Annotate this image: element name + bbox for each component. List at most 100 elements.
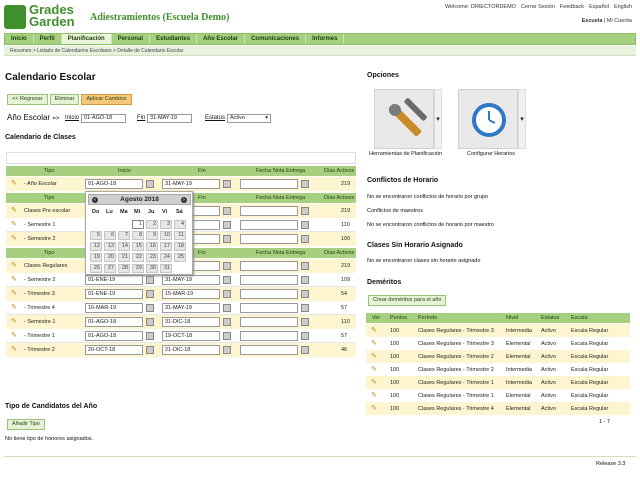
calendar-icon[interactable] [146, 332, 154, 340]
calendar-day[interactable]: 8 [132, 231, 144, 240]
back-button[interactable]: << Regresar [7, 94, 48, 105]
calendar-icon[interactable] [223, 180, 231, 188]
calendar-icon[interactable] [223, 262, 231, 270]
calendar-icon[interactable] [223, 304, 231, 312]
start-date-input[interactable]: 01-ENE-19 [85, 275, 143, 285]
calendar-day[interactable]: 7 [118, 231, 130, 240]
start-date-input[interactable]: 01-AGO-18 [85, 331, 143, 341]
edit-pencil-icon[interactable]: ✎ [11, 180, 17, 187]
calendar-day[interactable]: 30 [146, 264, 158, 273]
grade-due-date-input[interactable] [240, 331, 298, 341]
calendar-icon[interactable] [301, 332, 309, 340]
calendar-icon[interactable] [146, 276, 154, 284]
grade-due-date-input[interactable] [240, 220, 298, 230]
create-demerits-button[interactable]: Crear deméritos para el año [368, 295, 447, 306]
calendar-icon[interactable] [146, 304, 154, 312]
calendar-icon[interactable] [301, 262, 309, 270]
apply-button[interactable]: Aplicar Cambios [81, 94, 132, 105]
edit-pencil-icon[interactable]: ✎ [11, 262, 17, 269]
edit-pencil-icon[interactable]: ✎ [11, 304, 17, 311]
calendar-icon[interactable] [223, 346, 231, 354]
nav-inicio[interactable]: Inicio [5, 34, 34, 44]
end-date-input[interactable]: 31-MAY-19 [162, 275, 220, 285]
calendar-icon[interactable] [223, 276, 231, 284]
edit-pencil-icon[interactable]: ✎ [11, 318, 17, 325]
next-month-icon[interactable]: › [181, 197, 187, 203]
planning-tools-tile[interactable] [374, 89, 434, 149]
calendar-day[interactable]: 27 [104, 264, 116, 273]
start-date-field[interactable]: 01-AGO-18 [81, 114, 126, 123]
edit-pencil-icon[interactable]: ✎ [11, 276, 17, 283]
nav-comunicaciones[interactable]: Comunicaciones [245, 34, 307, 44]
calendar-day[interactable]: 1 [132, 220, 144, 229]
calendar-day[interactable]: 2 [146, 220, 158, 229]
calendar-day[interactable]: 11 [174, 231, 186, 240]
calendar-day[interactable]: 4 [174, 220, 186, 229]
breadcrumb[interactable]: Resumen > Listado de Calendarios Escolar… [4, 46, 636, 56]
nav-ano-escolar[interactable]: Año Escolar [197, 34, 246, 44]
edit-pencil-icon[interactable]: ✎ [371, 392, 377, 399]
calendar-day[interactable]: 15 [132, 242, 144, 251]
delete-button[interactable]: Eliminar [49, 94, 80, 105]
calendar-icon[interactable] [301, 290, 309, 298]
edit-pencil-icon[interactable]: ✎ [11, 235, 17, 242]
calendar-icon[interactable] [223, 290, 231, 298]
calendar-day[interactable]: 22 [132, 253, 144, 262]
edit-pencil-icon[interactable]: ✎ [11, 290, 17, 297]
calendar-icon[interactable] [223, 207, 231, 215]
feedback-link[interactable]: Feedback [559, 4, 585, 10]
calendar-day[interactable]: 23 [146, 253, 158, 262]
calendar-icon[interactable] [223, 332, 231, 340]
calendar-icon[interactable] [301, 180, 309, 188]
calendar-icon[interactable] [301, 221, 309, 229]
calendar-day[interactable]: 26 [90, 264, 102, 273]
calendar-day[interactable]: 18 [174, 242, 186, 251]
calendar-day[interactable]: 5 [90, 231, 102, 240]
calendar-day[interactable]: 17 [160, 242, 172, 251]
edit-pencil-icon[interactable]: ✎ [11, 207, 17, 214]
calendar-icon[interactable] [301, 207, 309, 215]
calendar-day[interactable]: 14 [118, 242, 130, 251]
planning-tools-caption[interactable]: Herramientas de Planificación [369, 151, 443, 157]
calendar-day[interactable]: 10 [160, 231, 172, 240]
calendar-icon[interactable] [146, 290, 154, 298]
calendar-day[interactable]: 21 [118, 253, 130, 262]
calendar-day[interactable]: 6 [104, 231, 116, 240]
calendar-day[interactable]: 25 [174, 253, 186, 262]
edit-pencil-icon[interactable]: ✎ [371, 379, 377, 386]
configure-schedules-tile[interactable] [458, 89, 518, 149]
nav-personal[interactable]: Personal [112, 34, 151, 44]
calendar-day[interactable]: 9 [146, 231, 158, 240]
edit-pencil-icon[interactable]: ✎ [11, 221, 17, 228]
nav-perfil[interactable]: Perfil [34, 34, 62, 44]
calendar-day[interactable]: 3 [160, 220, 172, 229]
grade-due-date-input[interactable] [240, 234, 298, 244]
status-select[interactable]: Activo ▾ [227, 114, 271, 123]
grade-due-date-input[interactable] [240, 275, 298, 285]
grade-due-date-input[interactable] [240, 206, 298, 216]
calendar-icon[interactable] [301, 235, 309, 243]
school-link[interactable]: Escuela [581, 18, 603, 24]
end-date-input[interactable]: 31-MAY-19 [162, 303, 220, 313]
start-date-input[interactable]: 01-AGO-18 [85, 317, 143, 327]
prev-month-icon[interactable]: ‹ [92, 197, 98, 203]
edit-pencil-icon[interactable]: ✎ [11, 346, 17, 353]
end-date-field[interactable]: 31-MAY-19 [147, 114, 192, 123]
start-date-input[interactable]: 20-OCT-18 [85, 345, 143, 355]
end-date-input[interactable]: 15-MAR-19 [162, 289, 220, 299]
english-link[interactable]: English [613, 4, 632, 10]
edit-pencil-icon[interactable]: ✎ [371, 353, 377, 360]
calendar-icon[interactable] [146, 346, 154, 354]
calendar-icon[interactable] [223, 318, 231, 326]
edit-pencil-icon[interactable]: ✎ [371, 405, 377, 412]
calendar-day[interactable]: 28 [118, 264, 130, 273]
nav-planificacion[interactable]: Planificación [61, 34, 112, 44]
calendar-icon[interactable] [301, 304, 309, 312]
end-date-input[interactable]: 21-DIC-18 [162, 345, 220, 355]
start-date-input[interactable]: 01-ENE-19 [85, 289, 143, 299]
spanish-link[interactable]: Español [589, 4, 609, 10]
grade-due-date-input[interactable] [240, 261, 298, 271]
nav-informes[interactable]: Informes [306, 34, 345, 44]
add-type-button[interactable]: Añadir Tipo [7, 419, 45, 430]
calendar-day[interactable]: 19 [90, 253, 102, 262]
